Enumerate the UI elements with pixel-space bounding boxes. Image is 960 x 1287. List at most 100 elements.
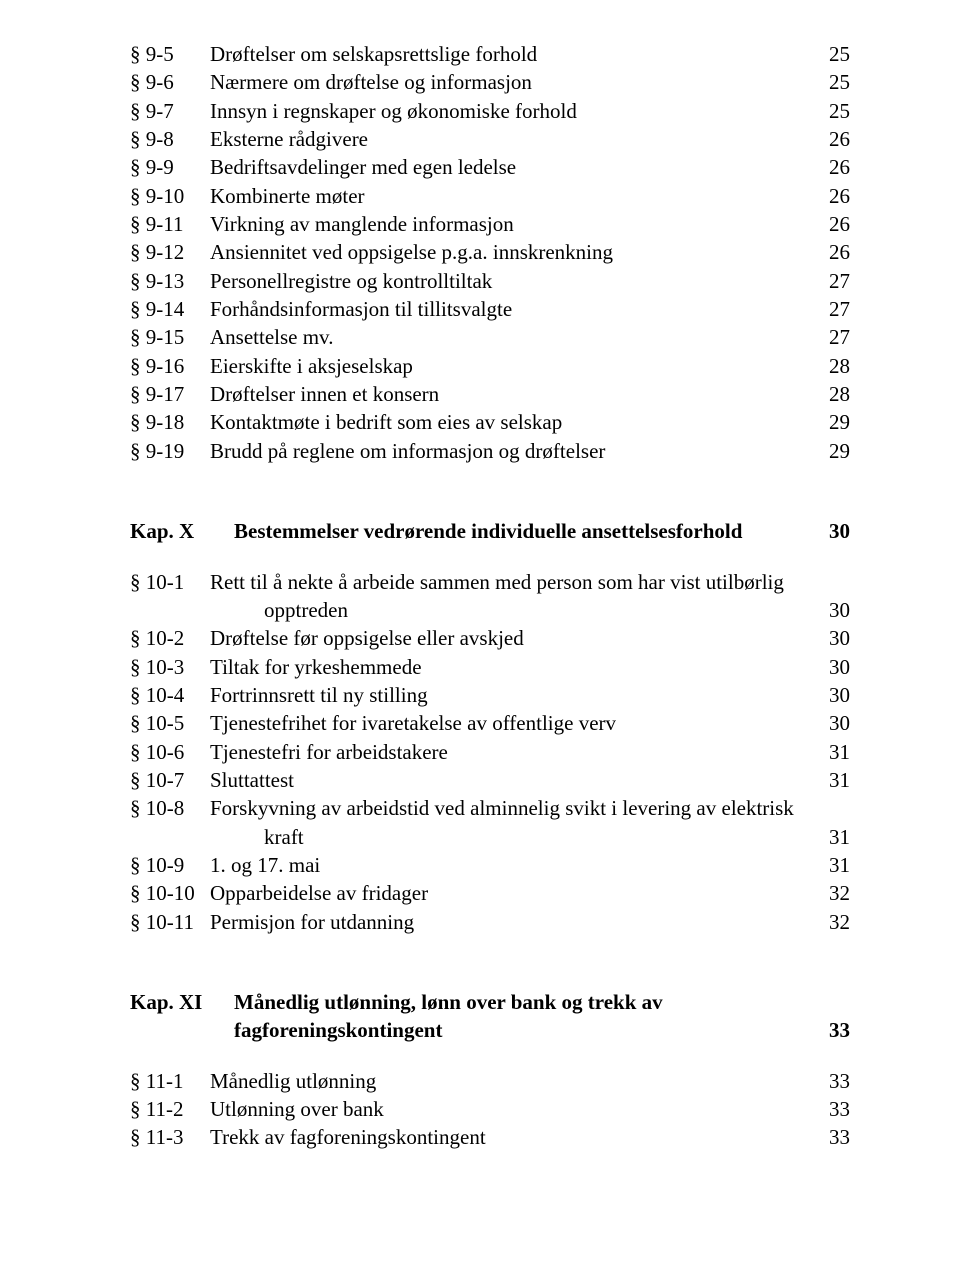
toc-row: § 10-10 Opparbeidelse av fridager 32 [130,879,850,907]
toc-sec: § 9-17 [130,380,210,408]
toc-title: opptreden [210,596,810,624]
toc-sec: § 9-12 [130,238,210,266]
chapter-page: 33 [810,1016,850,1044]
toc-page: 25 [810,97,850,125]
toc-title: Ansettelse mv. [210,323,810,351]
toc-title: Brudd på reglene om informasjon og drøft… [210,437,810,465]
toc-sec: § 9-15 [130,323,210,351]
toc-page: 26 [810,153,850,181]
toc-row: § 9-9 Bedriftsavdelinger med egen ledels… [130,153,850,181]
toc-sec: § 9-9 [130,153,210,181]
toc-title: Personellregistre og kontrolltiltak [210,267,810,295]
toc-row: § 10-3 Tiltak for yrkeshemmede 30 [130,653,850,681]
toc-title: kraft [210,823,810,851]
chapter-label: Kap. X [130,517,234,545]
toc-title: Eksterne rådgivere [210,125,810,153]
toc-page: 30 [810,596,850,624]
toc-sec: § 10-11 [130,908,210,936]
toc-section-10: § 10-1 Rett til å nekte å arbeide sammen… [130,568,850,936]
toc-row: § 9-12 Ansiennitet ved oppsigelse p.g.a.… [130,238,850,266]
toc-page: 28 [810,380,850,408]
toc-page: 31 [810,823,850,851]
toc-sec: § 10-8 [130,794,210,822]
toc-row: § 10-6 Tjenestefri for arbeidstakere 31 [130,738,850,766]
toc-sec: § 11-2 [130,1095,210,1123]
toc-page: 31 [810,851,850,879]
toc-title: Opparbeidelse av fridager [210,879,810,907]
toc-row: § 11-1 Månedlig utlønning 33 [130,1067,850,1095]
toc-section-9: § 9-5 Drøftelser om selskapsrettslige fo… [130,40,850,465]
toc-title: Ansiennitet ved oppsigelse p.g.a. innskr… [210,238,810,266]
toc-title: Permisjon for utdanning [210,908,810,936]
toc-title: Tjenestefrihet for ivaretakelse av offen… [210,709,810,737]
toc-sec: § 10-1 [130,568,210,596]
toc-row: § 9-7 Innsyn i regnskaper og økonomiske … [130,97,850,125]
toc-title: Trekk av fagforeningskontingent [210,1123,810,1151]
toc-row: § 9-18 Kontaktmøte i bedrift som eies av… [130,408,850,436]
toc-page: 26 [810,210,850,238]
toc-row: § 10-4 Fortrinnsrett til ny stilling 30 [130,681,850,709]
toc-row: § 9-19 Brudd på reglene om informasjon o… [130,437,850,465]
toc-sec: § 9-13 [130,267,210,295]
toc-sec: § 10-6 [130,738,210,766]
toc-title: Forhåndsinformasjon til tillitsvalgte [210,295,810,323]
toc-page: 26 [810,238,850,266]
toc-page: 26 [810,125,850,153]
toc-page: 29 [810,437,850,465]
toc-title: Fortrinnsrett til ny stilling [210,681,810,709]
toc-sec: § 9-10 [130,182,210,210]
toc-row: § 10-5 Tjenestefrihet for ivaretakelse a… [130,709,850,737]
toc-title: Kombinerte møter [210,182,810,210]
toc-title: 1. og 17. mai [210,851,810,879]
toc-sec: § 10-3 [130,653,210,681]
toc-title: Månedlig utlønning [210,1067,810,1095]
toc-page: 31 [810,766,850,794]
toc-page: 25 [810,40,850,68]
toc-row: § 10-7 Sluttattest 31 [130,766,850,794]
toc-title: Drøftelse før oppsigelse eller avskjed [210,624,810,652]
toc-row: § 9-11 Virkning av manglende informasjon… [130,210,850,238]
toc-sec: § 10-4 [130,681,210,709]
chapter-heading-x: Kap. X Bestemmelser vedrørende individue… [130,517,850,545]
toc-row: § 9-17 Drøftelser innen et konsern 28 [130,380,850,408]
toc-page: 28 [810,352,850,380]
toc-title: Innsyn i regnskaper og økonomiske forhol… [210,97,810,125]
toc-row: § 9-14 Forhåndsinformasjon til tillitsva… [130,295,850,323]
toc-sec: § 10-10 [130,879,210,907]
chapter-heading-xi: Kap. XI Månedlig utlønning, lønn over ba… [130,988,850,1016]
toc-row: § 11-3 Trekk av fagforeningskontingent 3… [130,1123,850,1151]
toc-row: § 10-9 1. og 17. mai 31 [130,851,850,879]
toc-page: 26 [810,182,850,210]
toc-row: § 11-2 Utlønning over bank 33 [130,1095,850,1123]
toc-title: Drøftelser innen et konsern [210,380,810,408]
toc-row: § 9-15 Ansettelse mv. 27 [130,323,850,351]
toc-title: Tjenestefri for arbeidstakere [210,738,810,766]
toc-row: § 10-2 Drøftelse før oppsigelse eller av… [130,624,850,652]
toc-page: 31 [810,738,850,766]
toc-sec: § 9-8 [130,125,210,153]
toc-page: 25 [810,68,850,96]
toc-sec: § 9-7 [130,97,210,125]
toc-sec: § 10-5 [130,709,210,737]
chapter-title: fagforeningskontingent [234,1016,810,1044]
chapter-title: Månedlig utlønning, lønn over bank og tr… [234,988,810,1016]
toc-title: Kontaktmøte i bedrift som eies av selska… [210,408,810,436]
toc-row: § 10-11 Permisjon for utdanning 32 [130,908,850,936]
toc-sec: § 9-19 [130,437,210,465]
toc-page: 30 [810,653,850,681]
toc-title: Drøftelser om selskapsrettslige forhold [210,40,810,68]
toc-sec: § 9-11 [130,210,210,238]
toc-sec: § 9-14 [130,295,210,323]
chapter-heading-xi-line2: fagforeningskontingent 33 [130,1016,850,1044]
toc-sec: § 9-16 [130,352,210,380]
toc-title: Forskyvning av arbeidstid ved alminnelig… [210,794,810,822]
toc-page: 33 [810,1095,850,1123]
toc-row: § 9-16 Eierskifte i aksjeselskap 28 [130,352,850,380]
toc-row: § 10-8 Forskyvning av arbeidstid ved alm… [130,794,850,822]
toc-sec: § 10-9 [130,851,210,879]
toc-page: 30 [810,709,850,737]
toc-title: Sluttattest [210,766,810,794]
toc-sec: § 9-18 [130,408,210,436]
toc-title: Rett til å nekte å arbeide sammen med pe… [210,568,810,596]
toc-section-11: § 11-1 Månedlig utlønning 33 § 11-2 Utlø… [130,1067,850,1152]
